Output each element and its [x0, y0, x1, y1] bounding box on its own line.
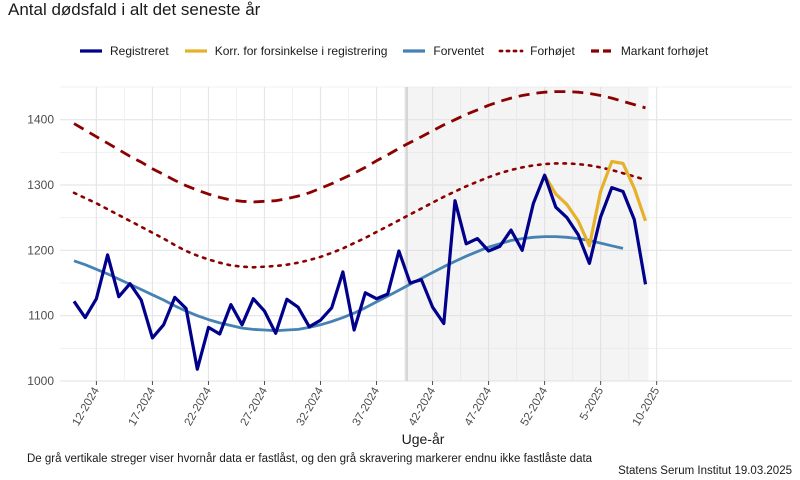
legend-label: Korr. for forsinkelse i registrering — [214, 44, 388, 58]
legend-label: Markant forhøjet — [620, 44, 709, 58]
x-tick-label: 17-2024 — [127, 385, 159, 428]
legend-item: Korr. for forsinkelse i registrering — [183, 44, 388, 58]
x-tick-label: 42-2024 — [407, 385, 439, 428]
legend-label: Forventet — [433, 44, 485, 58]
legend: Registreret Korr. for forsinkelse i regis… — [78, 42, 722, 60]
legend-item: Forhøjet — [498, 44, 575, 58]
legend-item: Markant forhøjet — [589, 44, 708, 58]
legend-label: Registreret — [110, 44, 169, 58]
legend-item: Forventet — [401, 44, 484, 58]
y-tick-label: 1000 — [27, 374, 54, 388]
x-tick-label: 32-2024 — [295, 385, 327, 428]
legend-swatch — [403, 49, 426, 53]
x-axis-title: Uge-år — [402, 431, 445, 447]
legend-swatch — [590, 49, 613, 53]
x-tick-label: 22-2024 — [183, 385, 215, 428]
x-tick-label: 52-2024 — [519, 385, 551, 428]
series-line-korr-for-forsinkelse-i-registrering — [543, 159, 648, 248]
caption: De grå vertikale streger viser hvornår d… — [27, 453, 593, 465]
x-tick-label: 5-2025 — [578, 386, 606, 423]
source-credit: Statens Serum Institut 19.03.2025 — [618, 465, 792, 477]
x-tick-label: 12-2024 — [71, 385, 103, 428]
y-tick-label: 1300 — [27, 178, 54, 192]
legend-item: Registreret — [78, 44, 169, 58]
x-tick-label: 37-2024 — [351, 385, 383, 428]
legend-swatch — [80, 49, 102, 53]
x-tick-label: 47-2024 — [463, 385, 495, 428]
x-tick-label: 10-2025 — [631, 386, 663, 429]
y-tick-label: 1400 — [27, 113, 54, 127]
series-line-markant-forhojet — [73, 90, 646, 204]
series-line-forhojet — [72, 162, 647, 269]
series-line-forventet — [73, 235, 624, 333]
y-tick-label: 1200 — [27, 243, 54, 257]
x-tick-label: 27-2024 — [239, 385, 271, 428]
legend-label: Forhøjet — [530, 44, 575, 58]
y-tick-label: 1100 — [28, 309, 54, 323]
legend-swatch — [184, 49, 207, 53]
series-line-registreret — [72, 173, 648, 371]
grid — [60, 86, 792, 382]
chart-title: Antal dødsfald i alt det seneste år — [8, 0, 261, 19]
